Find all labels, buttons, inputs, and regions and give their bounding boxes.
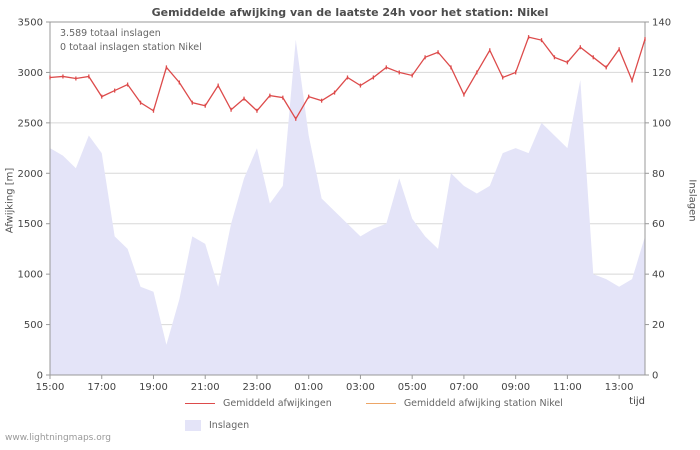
legend-label-deviation: Gemiddeld afwijkingen	[223, 397, 332, 409]
x-axis-label: tijd	[629, 396, 645, 407]
y-tick-label-left: 500	[24, 320, 43, 331]
legend-row-2: Inslagen	[185, 414, 597, 436]
y-tick-label-right: 140	[652, 18, 671, 29]
y-tick-label-left: 1500	[18, 219, 43, 230]
plot-frame	[49, 21, 646, 376]
watermark-url: www.lightningmaps.org	[5, 433, 111, 443]
legend-row-1: Gemiddeld afwijkingen Gemiddeld afwijkin…	[185, 392, 597, 414]
x-tick-label: 05:00	[398, 382, 427, 393]
x-tick-label: 21:00	[191, 382, 220, 393]
y-tick-label-right: 40	[652, 270, 665, 281]
x-tick-label: 07:00	[449, 382, 478, 393]
legend-label-station: Gemiddeld afwijking station Nikel	[403, 397, 563, 409]
x-tick-label: 15:00	[36, 382, 65, 393]
y-tick-label-right: 60	[652, 219, 665, 230]
deviation-line-swatch	[185, 402, 215, 404]
legend-item-strikes: Inslagen	[185, 419, 250, 431]
x-tick-label: 03:00	[346, 382, 375, 393]
annotation-total-strikes: 3.589 totaal inslagen	[60, 28, 161, 39]
y-tick-label-right: 0	[652, 371, 658, 382]
y-tick-label-right: 120	[652, 68, 671, 79]
x-tick-label: 17:00	[87, 382, 116, 393]
strikes-area	[50, 39, 645, 376]
y-tick-label-left: 3000	[18, 68, 43, 79]
legend-label-strikes: Inslagen	[209, 419, 250, 431]
annotation-station-strikes: 0 totaal inslagen station Nikel	[60, 42, 202, 53]
x-tick-label: 19:00	[139, 382, 168, 393]
x-tick-label: 09:00	[501, 382, 530, 393]
chart-title: Gemiddelde afwijking van de laatste 24h …	[151, 6, 549, 19]
y-tick-label-right: 100	[652, 118, 671, 129]
y-tick-label-left: 2000	[18, 169, 43, 180]
y-tick-label-left: 1000	[18, 270, 43, 281]
y-tick-label-left: 2500	[18, 118, 43, 129]
x-tick-label: 11:00	[553, 382, 582, 393]
y-tick-label-left: 3500	[18, 18, 43, 29]
legend-item-station: Gemiddeld afwijking station Nikel	[365, 397, 563, 409]
x-tick-label: 13:00	[605, 382, 634, 393]
y-tick-label-right: 80	[652, 169, 665, 180]
station-line-swatch	[365, 402, 396, 404]
strikes-area-swatch	[185, 419, 201, 431]
y-tick-label-right: 20	[652, 320, 665, 331]
legend-item-deviation: Gemiddeld afwijkingen	[185, 398, 332, 409]
x-tick-label: 01:00	[294, 382, 323, 393]
chart-legend: Gemiddeld afwijkingen Gemiddeld afwijkin…	[185, 392, 597, 436]
x-tick-label: 23:00	[243, 382, 272, 393]
y-tick-label-left: 0	[37, 371, 43, 382]
